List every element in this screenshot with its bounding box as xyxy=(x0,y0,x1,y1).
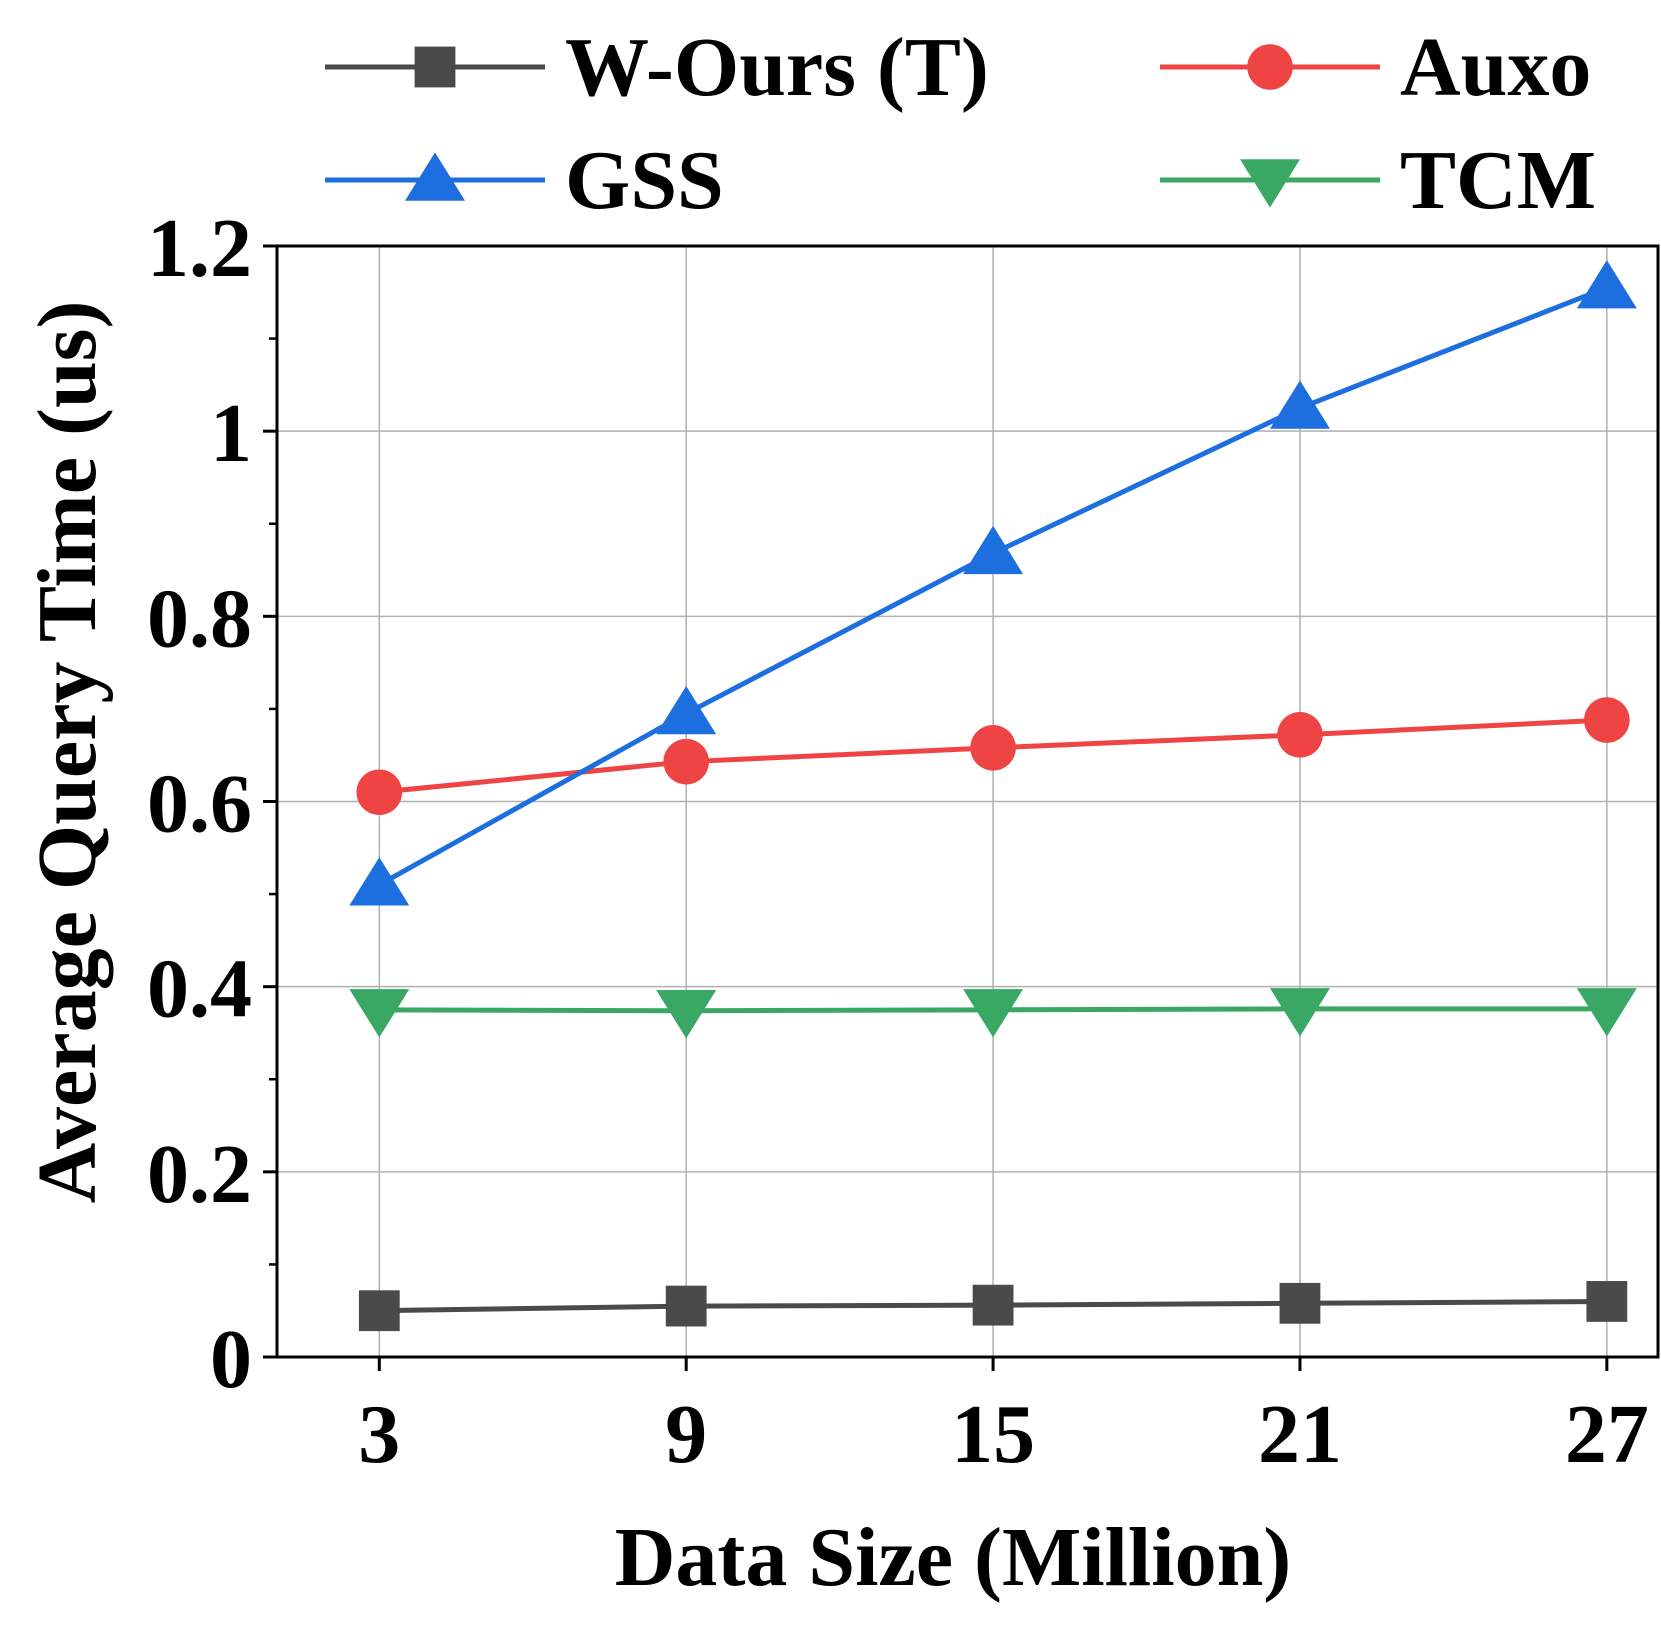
point-gss-15 xyxy=(963,525,1024,575)
legend-item-gss: GSS xyxy=(325,134,724,227)
x-tick-label-9: 9 xyxy=(665,1388,707,1481)
point-tcm-21 xyxy=(1269,988,1330,1037)
point-w-ours-t-9 xyxy=(665,1285,707,1327)
legend-marker-auxo xyxy=(1247,44,1293,90)
axes: 3 9 15 21 27 0 0.2 0.4 0.6 0.8 1 1.2 xyxy=(147,202,1660,1481)
y-tick-label-0: 0 xyxy=(210,1313,252,1406)
series-layer xyxy=(349,260,1637,1332)
y-tick-label-0.8: 0.8 xyxy=(147,572,252,665)
point-tcm-9 xyxy=(656,990,717,1039)
legend: W-Ours (T) Auxo GSS TCM xyxy=(325,21,1596,227)
point-tcm-15 xyxy=(963,989,1024,1038)
point-w-ours-t-3 xyxy=(358,1290,400,1332)
legend-label-auxo: Auxo xyxy=(1400,21,1591,114)
legend-marker-w-ours-t xyxy=(414,46,456,88)
y-tick-label-0.4: 0.4 xyxy=(147,943,252,1036)
legend-marker-tcm xyxy=(1240,159,1300,208)
point-auxo-21 xyxy=(1277,712,1323,758)
legend-marker-gss xyxy=(405,152,465,201)
point-gss-21 xyxy=(1269,380,1330,429)
point-auxo-9 xyxy=(663,738,709,785)
x-tick-label-21: 21 xyxy=(1258,1388,1342,1481)
point-gss-3 xyxy=(349,857,410,906)
legend-label-w-ours-t: W-Ours (T) xyxy=(565,21,989,114)
point-tcm-27 xyxy=(1576,988,1637,1037)
y-tick-label-0.2: 0.2 xyxy=(147,1128,252,1221)
legend-item-tcm: TCM xyxy=(1160,134,1596,227)
series-gss xyxy=(349,260,1637,906)
series-w-ours-t xyxy=(358,1281,1628,1332)
point-w-ours-t-15 xyxy=(972,1284,1014,1326)
grid-lines xyxy=(277,245,1658,1358)
legend-label-tcm: TCM xyxy=(1400,134,1596,227)
x-tick-label-27: 27 xyxy=(1565,1388,1649,1481)
y-tick-label-1: 1 xyxy=(210,387,252,480)
point-auxo-15 xyxy=(970,725,1016,771)
legend-label-gss: GSS xyxy=(565,134,724,227)
legend-item-auxo: Auxo xyxy=(1160,21,1591,114)
point-auxo-3 xyxy=(356,769,403,816)
legend-item-w-ours-t: W-Ours (T) xyxy=(325,21,989,114)
y-tick-label-1.2: 1.2 xyxy=(147,202,252,295)
point-gss-27 xyxy=(1576,260,1637,309)
y-tick-label-0.6: 0.6 xyxy=(147,758,252,851)
point-w-ours-t-27 xyxy=(1586,1281,1628,1322)
x-tick-label-3: 3 xyxy=(358,1388,400,1481)
point-auxo-27 xyxy=(1584,697,1630,743)
series-tcm xyxy=(349,988,1637,1039)
x-axis-label: Data Size (Million) xyxy=(615,1511,1292,1604)
point-tcm-3 xyxy=(349,989,410,1038)
point-gss-9 xyxy=(656,685,717,735)
point-w-ours-t-21 xyxy=(1279,1282,1321,1324)
x-tick-label-15: 15 xyxy=(951,1388,1035,1481)
y-axis-label: Average Query Time (us) xyxy=(21,301,114,1204)
